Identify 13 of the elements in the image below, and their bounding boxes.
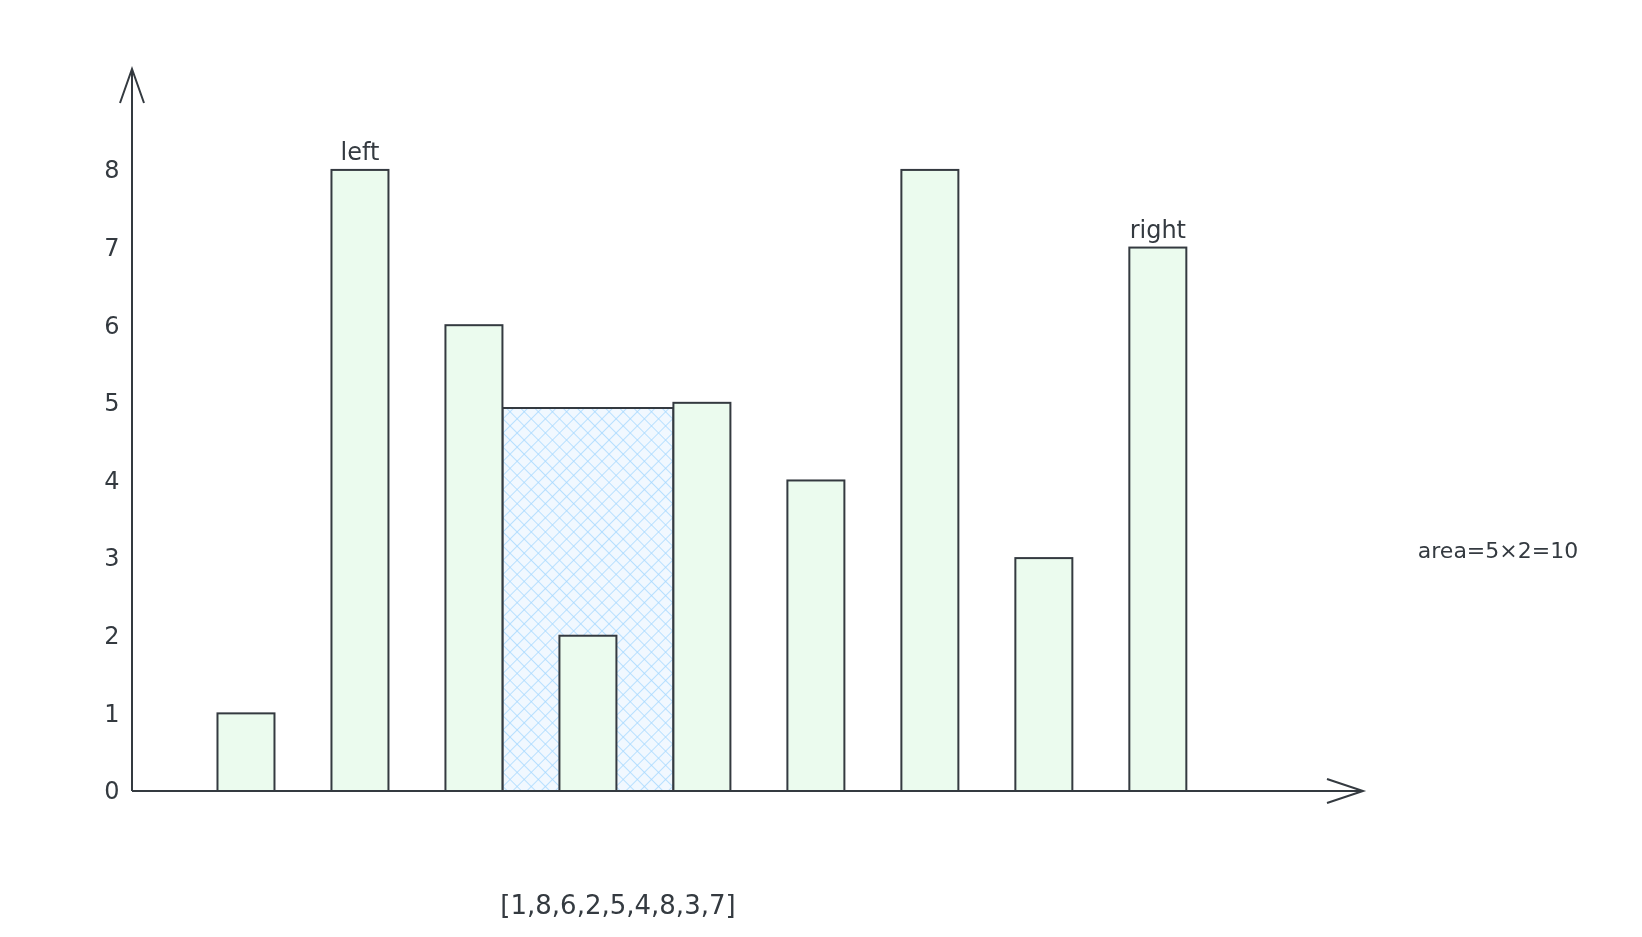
text: area=5×2=10: [1417, 538, 1579, 563]
y-tick-label: 3: [104, 544, 120, 573]
y-tick-label: 5: [104, 389, 120, 418]
text: [1,8,6,2,5,4,8,3,7]: [500, 890, 736, 920]
y-tick-label: 2: [104, 622, 120, 651]
annotation: right: [1129, 215, 1187, 244]
annotation: left: [340, 137, 380, 166]
y-tick-label: 6: [104, 311, 120, 340]
y-tick-label: 7: [104, 233, 120, 262]
y-tick-label: 1: [104, 699, 120, 728]
y-tick-label: 8: [104, 156, 120, 185]
y-tick-label: 4: [104, 466, 120, 495]
y-tick-label: 0: [104, 777, 120, 806]
